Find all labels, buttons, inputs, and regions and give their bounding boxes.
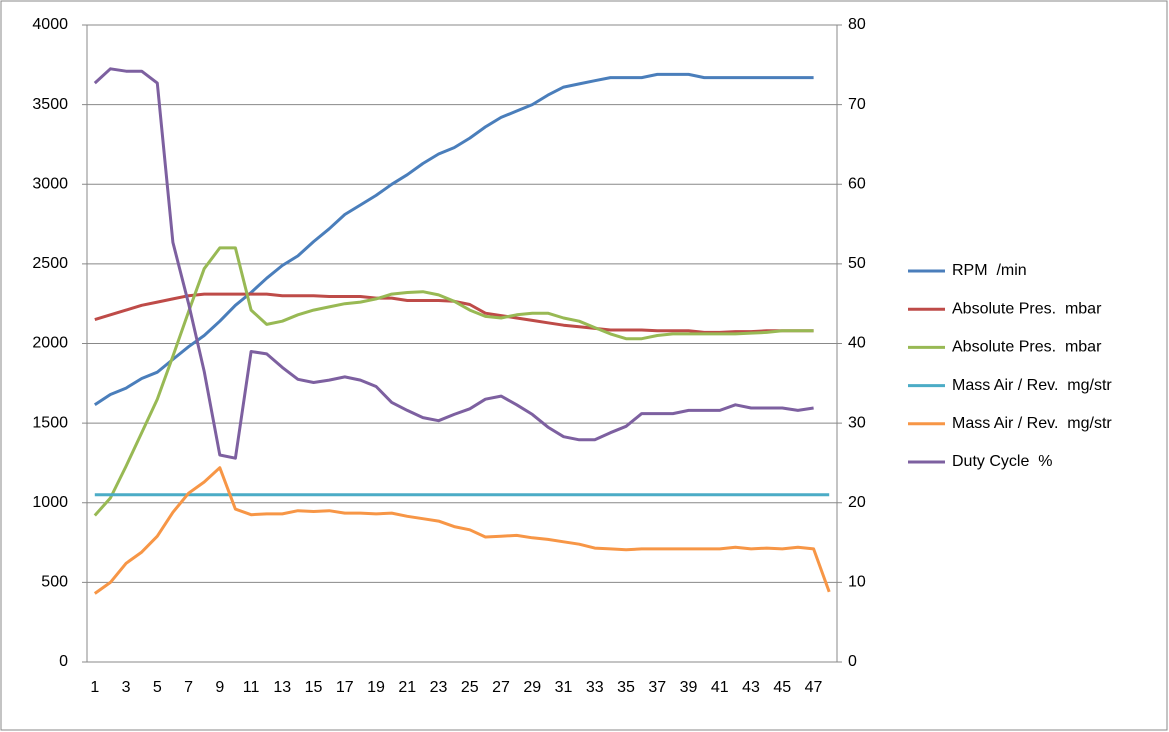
- x-tick-label: 27: [492, 679, 510, 696]
- legend-label: Mass Air / Rev. mg/str: [952, 377, 1112, 394]
- x-tick-label: 1: [90, 679, 99, 696]
- x-tick-label: 19: [367, 679, 385, 696]
- y2-tick-label: 20: [848, 494, 866, 511]
- x-tick-label: 9: [215, 679, 224, 696]
- y-tick-label: 3000: [32, 175, 68, 192]
- x-tick-label: 25: [461, 679, 479, 696]
- x-tick-label: 45: [773, 679, 791, 696]
- y-tick-label: 0: [59, 653, 68, 670]
- legend-label: RPM /min: [952, 262, 1027, 279]
- legend-label: Absolute Pres. mbar: [952, 339, 1102, 356]
- x-tick-label: 3: [122, 679, 131, 696]
- y-tick-label: 500: [41, 574, 68, 591]
- y-tick-label: 4000: [32, 16, 68, 33]
- series-line: [93, 466, 831, 595]
- x-tick-label: 15: [305, 679, 323, 696]
- y2-tick-label: 80: [848, 16, 866, 33]
- x-tick-label: 21: [398, 679, 416, 696]
- x-tick-label: 47: [805, 679, 823, 696]
- x-tick-label: 33: [586, 679, 604, 696]
- x-tick-label: 43: [742, 679, 760, 696]
- legend-label: Mass Air / Rev. mg/str: [952, 415, 1112, 432]
- y2-tick-label: 60: [848, 175, 866, 192]
- x-tick-label: 31: [555, 679, 573, 696]
- y-tick-label: 2000: [32, 335, 68, 352]
- legend-label: Duty Cycle %: [952, 453, 1052, 470]
- x-tick-label: 41: [711, 679, 729, 696]
- x-tick-label: 5: [153, 679, 162, 696]
- series-line: [93, 72, 814, 407]
- y2-tick-label: 40: [848, 335, 866, 352]
- x-tick-label: 37: [648, 679, 666, 696]
- y2-tick-label: 50: [848, 255, 866, 272]
- y2-tick-label: 70: [848, 96, 866, 113]
- x-tick-label: 29: [523, 679, 541, 696]
- x-tick-label: 17: [336, 679, 354, 696]
- y-tick-label: 3500: [32, 96, 68, 113]
- y2-tick-label: 10: [848, 574, 866, 591]
- series-line: [93, 246, 814, 517]
- x-tick-label: 35: [617, 679, 635, 696]
- x-tick-label: 7: [184, 679, 193, 696]
- y-tick-label: 2500: [32, 255, 68, 272]
- y2-tick-label: 30: [848, 414, 866, 431]
- y-tick-label: 1500: [32, 414, 68, 431]
- series-line: [93, 67, 814, 460]
- y-tick-label: 1000: [32, 494, 68, 511]
- legend-label: Absolute Pres. mbar: [952, 300, 1102, 317]
- x-tick-label: 39: [680, 679, 698, 696]
- x-tick-label: 11: [243, 679, 260, 696]
- y2-tick-label: 0: [848, 653, 857, 670]
- x-tick-label: 23: [430, 679, 448, 696]
- x-tick-label: 13: [273, 679, 291, 696]
